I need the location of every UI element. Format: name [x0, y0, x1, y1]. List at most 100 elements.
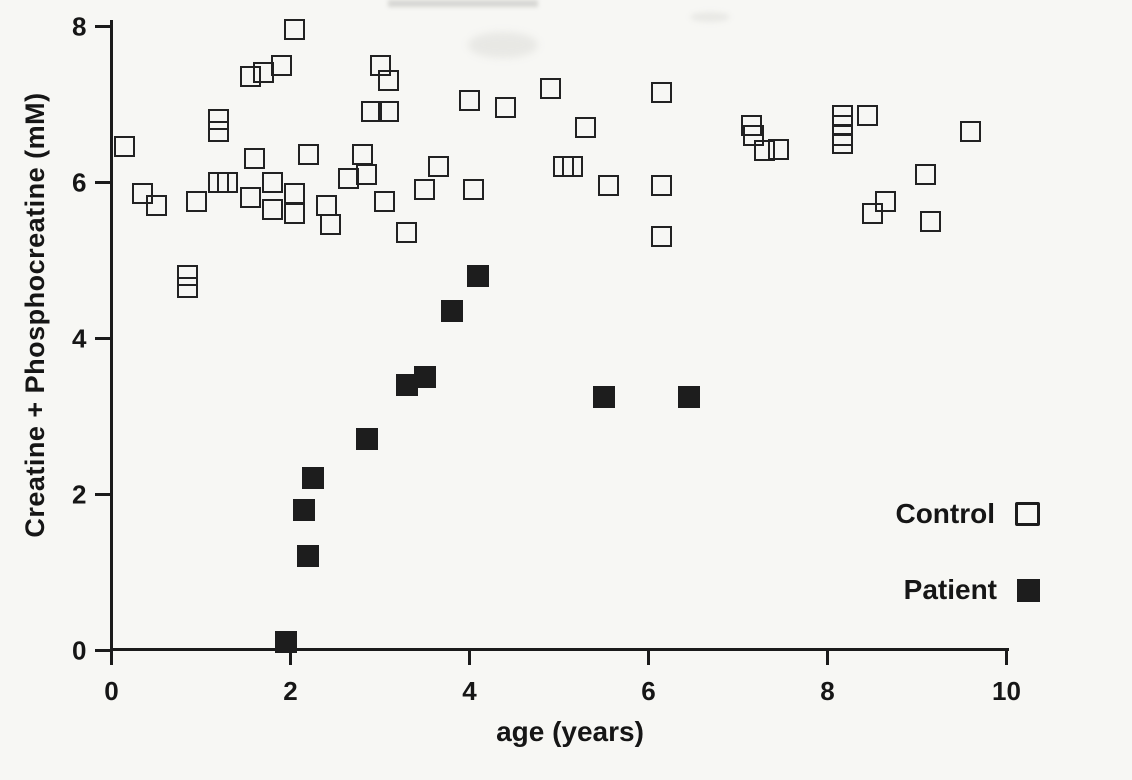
x-tick-label: 4 [462, 676, 477, 706]
y-tick-label: 8 [72, 11, 87, 42]
control-point [597, 175, 619, 197]
control-point [217, 171, 239, 193]
x-tick-label: 2 [283, 676, 298, 706]
patient-point [301, 467, 324, 490]
control-point [861, 202, 883, 224]
x-axis-title: age (years) [496, 716, 644, 747]
control-point [177, 265, 199, 287]
legend-label-control: Control [895, 498, 995, 529]
control-point [857, 105, 879, 127]
scan-artifact [690, 12, 730, 22]
y-axis-title: Creatine + Phosphocreatine (mM) [20, 92, 50, 538]
control-point [239, 66, 261, 88]
control-point [351, 144, 373, 166]
control-point [561, 155, 583, 177]
legend-label-patient: Patient [903, 574, 997, 605]
control-point [414, 179, 436, 201]
x-tick [1005, 650, 1008, 665]
control-point [742, 124, 764, 146]
x-tick-label: 0 [104, 676, 119, 706]
control-point [132, 183, 154, 205]
y-tick [94, 180, 112, 184]
x-tick [468, 650, 471, 665]
control-point [177, 276, 199, 298]
x-axis-line [110, 648, 1009, 651]
control-point [915, 163, 937, 185]
y-tick-label: 6 [72, 167, 87, 198]
control-point [378, 70, 400, 92]
y-tick-label: 2 [72, 479, 87, 510]
patient-point [292, 498, 315, 521]
control-point [360, 101, 382, 123]
open-square-icon [1015, 502, 1040, 526]
control-point [960, 120, 982, 142]
y-tick [94, 648, 112, 652]
control-point [651, 226, 673, 248]
control-point [315, 194, 337, 216]
y-tick [94, 492, 112, 496]
filled-square-icon [1017, 578, 1040, 602]
control-point [919, 210, 941, 232]
x-tick [110, 650, 113, 665]
control-point [373, 191, 395, 212]
control-point [832, 132, 854, 154]
x-tick [826, 650, 829, 665]
control-point [262, 171, 284, 193]
control-point [297, 144, 319, 166]
control-point [651, 175, 673, 197]
control-point [284, 202, 306, 224]
y-tick [94, 336, 112, 340]
patient-point [297, 545, 320, 568]
control-point [459, 89, 480, 111]
control-point [875, 191, 897, 212]
control-point [186, 191, 208, 212]
patient-point [275, 631, 298, 654]
control-point [208, 109, 230, 131]
control-point [271, 54, 293, 76]
control-point [244, 148, 266, 170]
control-point [539, 77, 561, 99]
control-point [463, 179, 485, 201]
legend-item-control: Control [860, 498, 1040, 530]
x-tick [647, 650, 650, 665]
scan-artifact [468, 32, 538, 58]
control-point [575, 116, 597, 138]
patient-point [677, 385, 700, 408]
control-point [338, 167, 360, 189]
x-tick [289, 650, 292, 665]
control-point [754, 140, 776, 162]
y-axis-line [110, 20, 113, 652]
control-point [356, 163, 378, 185]
patient-point [395, 373, 418, 396]
control-point [396, 222, 418, 244]
y-tick-label: 4 [72, 323, 87, 354]
patient-point [592, 385, 615, 408]
control-point [145, 194, 167, 216]
control-point [208, 120, 230, 142]
control-point [427, 155, 449, 177]
control-point [494, 97, 516, 119]
legend: Control Patient [860, 498, 1040, 650]
control-point [378, 101, 400, 123]
control-point [253, 62, 275, 84]
control-point [284, 183, 306, 205]
control-point [114, 136, 136, 158]
control-point [284, 19, 306, 41]
y-tick [94, 24, 112, 28]
x-tick-label: 10 [992, 676, 1021, 706]
x-tick-label: 8 [820, 676, 835, 706]
patient-point [355, 428, 378, 451]
patient-point [440, 299, 463, 322]
y-tick-label: 0 [72, 635, 87, 666]
patient-point [467, 264, 490, 287]
x-tick-label: 6 [641, 676, 656, 706]
control-point [767, 138, 789, 160]
patient-point [413, 366, 436, 388]
control-point [320, 214, 342, 236]
control-point [239, 187, 261, 209]
legend-item-patient: Patient [860, 574, 1040, 606]
control-point [262, 198, 284, 220]
control-point [651, 81, 673, 103]
scan-artifact [388, 0, 538, 7]
